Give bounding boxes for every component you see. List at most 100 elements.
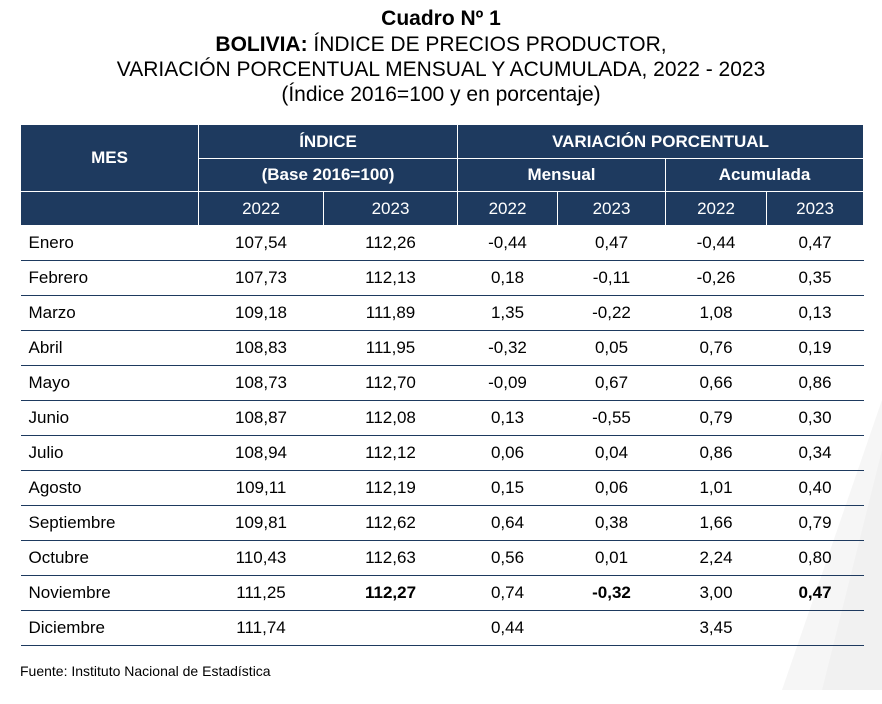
cell-acumulada-2022: 1,08	[665, 295, 767, 331]
cell-indice-2023	[323, 610, 458, 646]
cell-mensual-2023: 0,01	[557, 540, 666, 576]
cell-acumulada-2022: 2,24	[665, 540, 767, 576]
cell-acumulada-2022: 1,66	[665, 505, 767, 541]
cell-mensual-2023: 0,67	[557, 365, 666, 401]
table-row: Julio 108,94 112,12 0,06 0,04 0,86 0,34	[20, 435, 864, 471]
cell-acumulada-2022: 3,00	[665, 575, 767, 611]
cell-mes: Septiembre	[20, 505, 199, 541]
cell-indice-2022: 108,94	[198, 435, 324, 471]
cell-indice-2023: 112,13	[323, 260, 458, 296]
cell-acumulada-2023: 0,19	[766, 330, 864, 366]
cell-mensual-2023	[557, 610, 666, 646]
cell-indice-2022: 109,11	[198, 470, 324, 506]
header-mes: MES	[20, 124, 199, 192]
cell-indice-2022: 108,83	[198, 330, 324, 366]
cell-mensual-2023: 0,47	[557, 225, 666, 261]
cell-mensual-2022: 1,35	[457, 295, 558, 331]
table-row: Abril 108,83 111,95 -0,32 0,05 0,76 0,19	[20, 330, 864, 366]
country-label: BOLIVIA:	[215, 33, 308, 56]
table-row: Octubre 110,43 112,63 0,56 0,01 2,24 0,8…	[20, 540, 864, 576]
cell-mensual-2023: -0,22	[557, 295, 666, 331]
cell-acumulada-2022: 1,01	[665, 470, 767, 506]
cell-mensual-2022: 0,06	[457, 435, 558, 471]
cell-acumulada-2023: 0,13	[766, 295, 864, 331]
price-index-table: MES ÍNDICE VARIACIÓN PORCENTUAL (Base 20…	[20, 124, 865, 646]
cell-mensual-2022: 0,44	[457, 610, 558, 646]
cell-mensual-2022: 0,18	[457, 260, 558, 296]
cell-indice-2023: 112,08	[323, 400, 458, 436]
title-line-2-text: ÍNDICE DE PRECIOS PRODUCTOR,	[307, 33, 667, 56]
cell-indice-2023: 112,70	[323, 365, 458, 401]
cell-indice-2022: 110,43	[198, 540, 324, 576]
table-row: Enero 107,54 112,26 -0,44 0,47 -0,44 0,4…	[20, 225, 864, 261]
table-row: Marzo 109,18 111,89 1,35 -0,22 1,08 0,13	[20, 295, 864, 331]
title-line-2: BOLIVIA: ÍNDICE DE PRECIOS PRODUCTOR,	[0, 32, 882, 57]
header-year: 2022	[198, 191, 324, 226]
cell-mes: Agosto	[20, 470, 199, 506]
cell-indice-2022: 109,18	[198, 295, 324, 331]
table-row: Agosto 109,11 112,19 0,15 0,06 1,01 0,40	[20, 470, 864, 506]
title-line-3: VARIACIÓN PORCENTUAL MENSUAL Y ACUMULADA…	[116, 58, 766, 81]
cell-mes: Enero	[20, 225, 199, 261]
header-year: 2023	[765, 191, 865, 226]
cell-mensual-2022: -0,32	[457, 330, 558, 366]
cell-acumulada-2023	[766, 610, 864, 646]
cell-indice-2023: 112,19	[323, 470, 458, 506]
cell-indice-2023: 111,95	[323, 330, 458, 366]
cell-acumulada-2022: 0,66	[665, 365, 767, 401]
cell-acumulada-2023: 0,47	[766, 225, 864, 261]
cell-mes: Octubre	[20, 540, 199, 576]
cell-acumulada-2023: 0,35	[766, 260, 864, 296]
cell-mensual-2022: 0,64	[457, 505, 558, 541]
cell-indice-2022: 109,81	[198, 505, 324, 541]
cell-mensual-2023: 0,04	[557, 435, 666, 471]
header-blank	[20, 191, 199, 226]
cell-mes: Febrero	[20, 260, 199, 296]
cell-mensual-2022: 0,74	[457, 575, 558, 611]
cell-mensual-2023: -0,11	[557, 260, 666, 296]
cell-acumulada-2023: 0,80	[766, 540, 864, 576]
cell-indice-2022: 111,25	[198, 575, 324, 611]
cell-indice-2022: 108,87	[198, 400, 324, 436]
source-note: Fuente: Instituto Nacional de Estadístic…	[20, 663, 271, 679]
cell-indice-2023: 112,26	[323, 225, 458, 261]
table-row: Diciembre 111,74 0,44 3,45	[20, 610, 864, 646]
cell-mes: Noviembre	[20, 575, 199, 611]
cell-acumulada-2023: 0,30	[766, 400, 864, 436]
header-indice: ÍNDICE	[198, 124, 458, 159]
cell-indice-2023: 112,63	[323, 540, 458, 576]
table-row: Noviembre 111,25 112,27 0,74 -0,32 3,00 …	[20, 575, 864, 611]
header-mensual: Mensual	[457, 158, 666, 192]
cell-indice-2023: 112,12	[323, 435, 458, 471]
cell-indice-2022: 107,54	[198, 225, 324, 261]
cell-mensual-2023: 0,06	[557, 470, 666, 506]
title-line-4: (Índice 2016=100 y en porcentaje)	[281, 83, 601, 106]
cell-mes: Julio	[20, 435, 199, 471]
header-year: 2022	[457, 191, 558, 226]
table-row: Mayo 108,73 112,70 -0,09 0,67 0,66 0,86	[20, 365, 864, 401]
cell-acumulada-2022: 0,79	[665, 400, 767, 436]
table-row: Febrero 107,73 112,13 0,18 -0,11 -0,26 0…	[20, 260, 864, 296]
cell-acumulada-2022: 0,76	[665, 330, 767, 366]
title-block: Cuadro Nº 1 BOLIVIA: ÍNDICE DE PRECIOS P…	[0, 6, 882, 107]
header-year: 2022	[665, 191, 767, 226]
table-row: Junio 108,87 112,08 0,13 -0,55 0,79 0,30	[20, 400, 864, 436]
header-year: 2023	[323, 191, 458, 226]
cell-mes: Junio	[20, 400, 199, 436]
table-number: Cuadro Nº 1	[381, 7, 501, 30]
cell-indice-2023: 112,27	[323, 575, 458, 611]
cell-acumulada-2023: 0,47	[766, 575, 864, 611]
cell-mensual-2023: -0,55	[557, 400, 666, 436]
cell-mensual-2022: -0,44	[457, 225, 558, 261]
cell-acumulada-2022: 0,86	[665, 435, 767, 471]
cell-acumulada-2023: 0,79	[766, 505, 864, 541]
cell-acumulada-2022: -0,26	[665, 260, 767, 296]
cell-indice-2022: 107,73	[198, 260, 324, 296]
header-year: 2023	[557, 191, 666, 226]
cell-mes: Mayo	[20, 365, 199, 401]
cell-acumulada-2022: -0,44	[665, 225, 767, 261]
header-base: (Base 2016=100)	[198, 158, 458, 192]
cell-mensual-2022: -0,09	[457, 365, 558, 401]
cell-acumulada-2023: 0,40	[766, 470, 864, 506]
cell-indice-2022: 108,73	[198, 365, 324, 401]
